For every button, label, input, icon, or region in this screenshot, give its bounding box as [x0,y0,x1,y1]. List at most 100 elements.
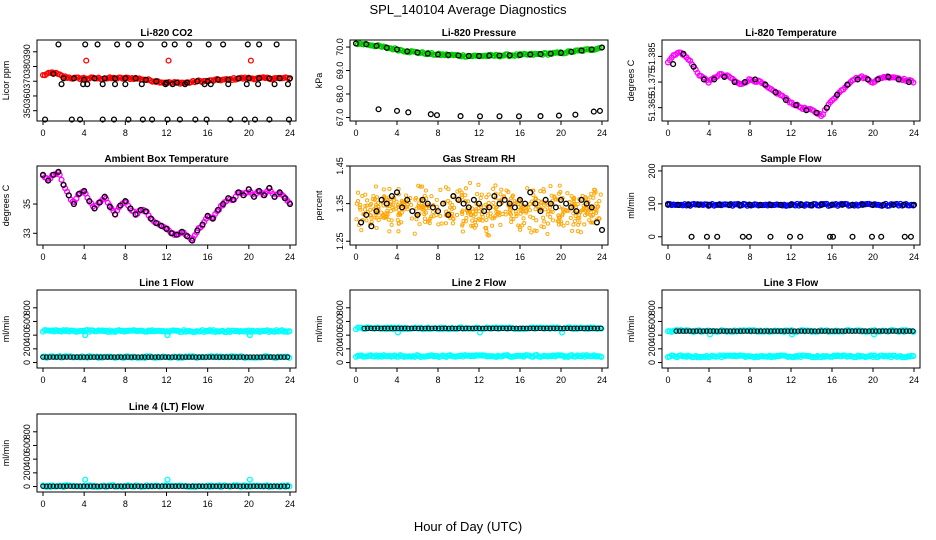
data-point [117,202,124,209]
data-point [390,202,395,207]
data-point [427,221,432,226]
data-point [40,483,46,489]
data-point [736,201,743,208]
panel-title: Li-820 Pressure [442,28,517,39]
data-point [201,81,208,88]
x-tick-label: 0 [353,252,358,262]
data-point [132,211,139,218]
data-point [176,354,182,360]
data-point [159,354,165,360]
data-point [422,325,428,332]
data-point [67,354,73,360]
data-point [473,220,478,225]
data-point [361,325,367,332]
data-point [907,233,914,240]
data-point [179,483,185,489]
data-point [475,52,483,60]
x-tick-label: 20 [556,375,566,385]
data-point [50,354,56,360]
data-point [235,75,242,82]
data-point [533,207,538,212]
data-point [573,214,578,219]
data-point [203,483,209,489]
y-tick-label: 360 [22,88,32,103]
data-point [358,219,365,226]
data-point [793,102,800,109]
data-point [886,328,892,334]
data-point [56,171,63,178]
data-point [250,193,258,200]
data-point [57,483,63,489]
data-point [808,328,815,334]
data-point [285,116,293,123]
data-point [598,192,603,197]
data-point [520,207,525,212]
data-point [829,233,837,240]
series-line-3-flow-avg- [673,328,916,334]
data-point [176,483,182,489]
data-point [196,483,202,489]
data-point [828,201,836,208]
data-point [429,325,435,332]
data-point [108,483,114,489]
data-point [596,107,603,114]
data-point [244,354,250,360]
data-point [358,207,363,212]
data-point [237,354,243,360]
data-point [460,200,467,207]
data-point [264,483,270,489]
data-point [839,328,845,334]
data-point [568,204,575,211]
data-point [125,41,132,48]
y-tick-label: 0 [22,484,32,489]
y-axis-label: ml/min [1,316,11,343]
data-point [554,325,560,332]
x-tick-label: 16 [203,375,213,385]
x-tick-label: 24 [597,128,607,138]
data-point [514,213,519,219]
data-point [433,112,441,119]
data-point [165,57,172,64]
data-point [885,73,892,80]
data-point [537,113,544,120]
data-point [374,215,379,220]
data-point [227,116,234,123]
data-point [440,200,447,207]
data-point [368,223,375,230]
data-point [286,200,294,208]
panel-title: Sample Flow [760,154,821,165]
x-tick-label: 0 [353,128,358,138]
data-point [498,192,503,197]
data-point [547,50,554,57]
data-point [842,328,849,334]
data-point [690,63,697,70]
data-point [114,41,121,48]
data-point [416,203,421,208]
data-point [70,354,77,360]
data-point [125,483,131,489]
data-point [721,73,728,80]
series-li-820-temperature-avg- [670,50,912,116]
data-point [910,328,916,334]
data-point [382,194,387,199]
data-point [424,200,431,207]
data-point [399,204,406,211]
data-point [104,483,111,489]
data-point [164,332,171,339]
y-tick-label: 1.25 [335,232,345,250]
data-point [430,209,435,215]
data-point [91,75,98,82]
data-point [241,116,248,123]
data-point [131,483,138,489]
data-point [374,195,380,200]
data-point [375,106,382,113]
data-point [495,210,500,215]
data-point [434,51,442,58]
x-tick-label: 20 [556,128,566,138]
data-point [178,228,185,235]
data-point [446,187,451,192]
data-point [503,209,508,214]
data-point [396,229,401,234]
panel-title: Line 3 Flow [764,278,819,289]
